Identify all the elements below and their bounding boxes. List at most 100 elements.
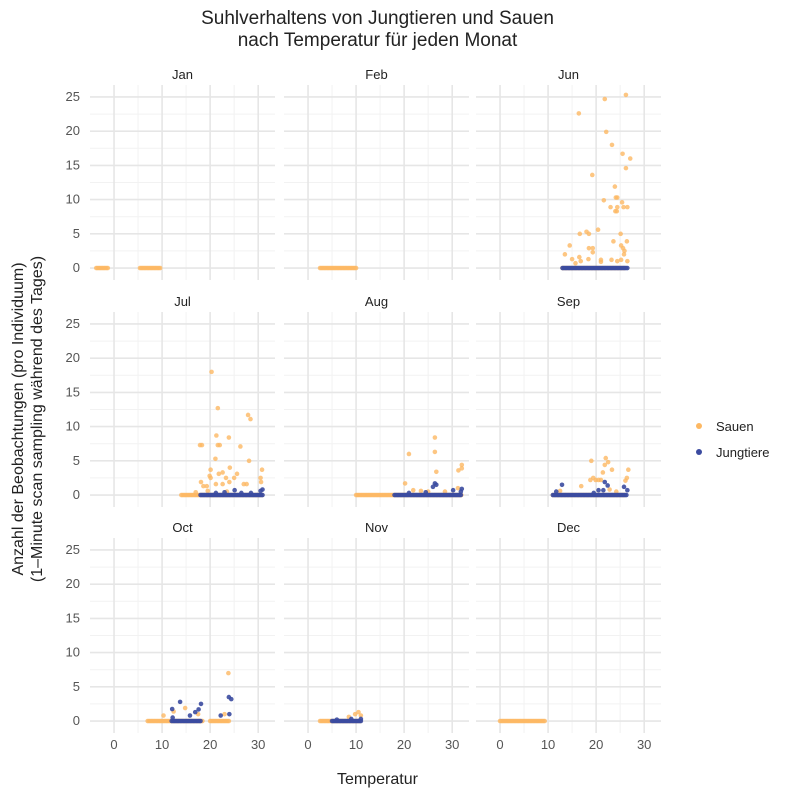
x-tick-label: 0 <box>496 737 503 752</box>
y-tick-label: 20 <box>66 350 80 365</box>
point-sauen <box>576 111 582 116</box>
point-sauen <box>573 260 578 266</box>
point-sauen <box>586 231 592 237</box>
point-jungtiere <box>601 487 606 493</box>
point-jungtiere <box>423 489 429 495</box>
legend-item-sauen: Sauen <box>690 413 769 439</box>
point-sauen <box>406 451 412 457</box>
point-sauen <box>608 204 613 210</box>
point-sauen <box>459 462 465 468</box>
y-tick-label: 5 <box>73 679 80 694</box>
point-sauen <box>612 184 618 189</box>
point-sauen <box>603 455 609 461</box>
point-sauen <box>432 449 438 455</box>
facet-strip-label-feb: Feb <box>365 67 387 82</box>
point-sauen <box>213 456 218 462</box>
point-sauen <box>248 416 253 422</box>
point-sauen <box>607 487 612 492</box>
point-sauen <box>624 239 630 244</box>
point-sauen <box>611 239 616 244</box>
point-sauen <box>618 257 624 263</box>
point-jungtiere <box>625 487 630 493</box>
point-sauen <box>614 208 620 214</box>
x-tick-label: 20 <box>397 737 411 752</box>
point-sauen <box>244 481 249 487</box>
point-sauen <box>216 471 222 477</box>
point-jungtiere <box>177 699 183 705</box>
point-jungtiere <box>222 489 227 495</box>
point-sauen <box>208 475 213 481</box>
y-tick-label: 10 <box>66 645 80 660</box>
point-sauen <box>625 258 630 264</box>
point-sauen <box>456 468 461 473</box>
point-sauen <box>589 172 595 178</box>
point-jungtiere <box>260 487 265 492</box>
y-tick-label: 20 <box>66 123 80 138</box>
point-sauen <box>620 151 625 157</box>
point-jungtiere <box>621 484 627 490</box>
point-sauen <box>245 412 251 418</box>
legend: Sauen Jungtiere <box>690 413 769 465</box>
point-sauen <box>614 258 620 264</box>
point-sauen <box>352 711 358 717</box>
point-sauen <box>418 488 424 494</box>
x-tick-label: 20 <box>203 737 217 752</box>
y-tick-label: 25 <box>66 542 80 557</box>
y-tick-label: 15 <box>66 384 80 399</box>
point-sauen <box>215 405 221 411</box>
point-sauen <box>588 477 593 483</box>
point-sauen <box>602 462 608 468</box>
legend-key-sauen <box>696 423 702 429</box>
point-sauen <box>614 195 620 200</box>
point-jungtiere <box>260 492 265 498</box>
point-sauen <box>557 488 563 494</box>
point-sauen <box>603 129 609 135</box>
point-sauen <box>201 483 206 489</box>
y-tick-label: 5 <box>73 453 80 468</box>
point-sauen <box>598 259 604 265</box>
point-sauen <box>157 265 163 271</box>
y-tick-label: 10 <box>66 192 80 207</box>
point-sauen <box>213 481 219 487</box>
point-jungtiere <box>169 706 175 712</box>
x-axis-label: Temperatur <box>337 771 418 788</box>
point-jungtiere <box>624 492 629 498</box>
facet-strip-label-aug: Aug <box>365 294 388 309</box>
point-sauen <box>623 478 628 483</box>
point-sauen <box>226 670 231 676</box>
point-jungtiere <box>334 717 340 722</box>
point-sauen <box>614 204 620 210</box>
chart-title-line-1: Suhlverhaltens von Jungtieren und Sauen <box>201 8 554 29</box>
point-sauen <box>227 479 232 485</box>
point-sauen <box>220 481 225 487</box>
facet-strip-label-nov: Nov <box>365 520 389 535</box>
facet-strip-label-oct: Oct <box>172 520 193 535</box>
y-tick-label: 5 <box>73 226 80 241</box>
point-jungtiere <box>596 487 601 493</box>
point-jungtiere <box>196 707 201 712</box>
point-sauen <box>609 142 615 148</box>
point-sauen <box>609 467 615 473</box>
point-sauen <box>621 204 626 210</box>
point-sauen <box>586 245 592 251</box>
facet-strip-label-jul: Jul <box>174 294 191 309</box>
point-sauen <box>402 481 408 486</box>
point-sauen <box>205 488 211 494</box>
point-jungtiere <box>458 492 464 498</box>
point-sauen <box>226 435 232 440</box>
point-sauen <box>231 475 237 481</box>
legend-label-jungtiere: Jungtiere <box>716 444 770 460</box>
point-sauen <box>589 458 594 464</box>
point-sauen <box>595 227 601 233</box>
point-jungtiere <box>227 711 232 717</box>
point-sauen <box>226 718 232 724</box>
point-jungtiere <box>348 716 354 722</box>
point-jungtiere <box>406 490 412 496</box>
point-jungtiere <box>198 718 203 724</box>
point-jungtiere <box>625 265 630 271</box>
point-sauen <box>590 245 596 251</box>
x-tick-label: 10 <box>541 737 555 752</box>
point-sauen <box>259 467 265 473</box>
point-sauen <box>358 713 364 718</box>
